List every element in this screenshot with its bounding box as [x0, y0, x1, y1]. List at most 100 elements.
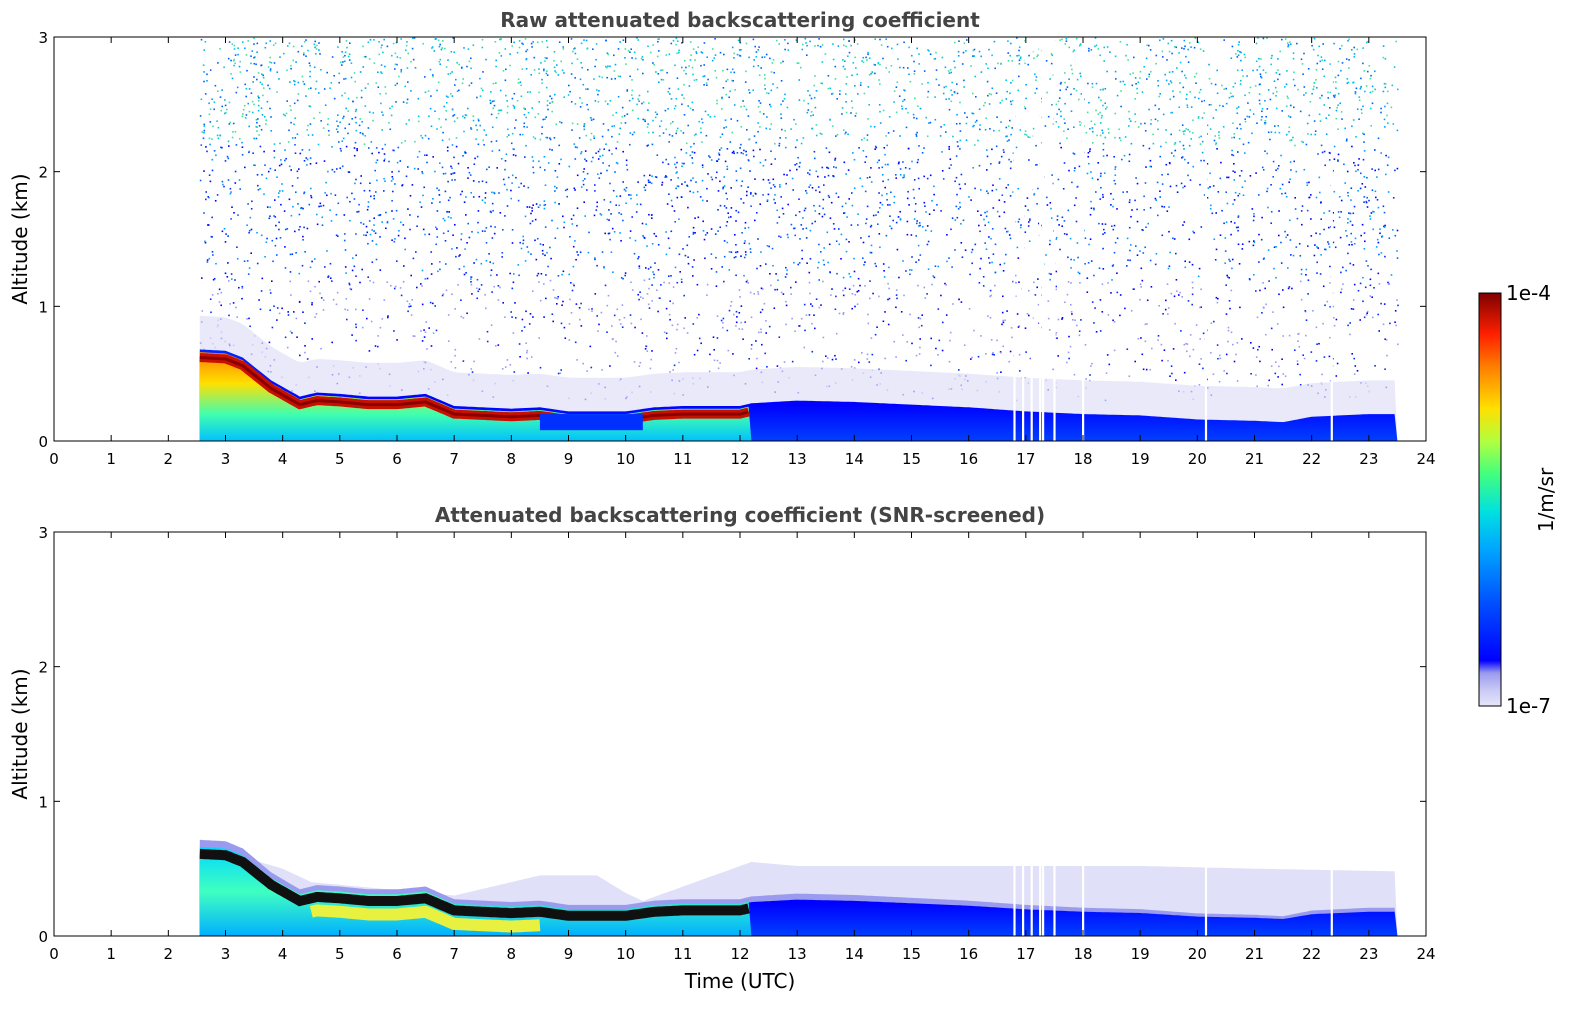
- raw-heatmap-data: [199, 37, 1399, 441]
- screened-x-tick-label: 17: [1016, 945, 1035, 963]
- screened-x-tick-label: 6: [392, 945, 402, 963]
- raw-data-gap: [1082, 37, 1085, 441]
- screened-data-gap: [1042, 855, 1045, 936]
- screened-y-tick-label: 2: [38, 659, 48, 677]
- raw-data-gap: [1330, 37, 1333, 441]
- raw-x-tick-label: 0: [49, 450, 59, 468]
- screened-x-tick-label: 4: [278, 945, 288, 963]
- raw-x-tick-label: 3: [221, 450, 231, 468]
- raw-x-tick-label: 11: [673, 450, 692, 468]
- raw-x-tick-label: 20: [1188, 450, 1207, 468]
- raw-x-tick-label: 2: [164, 450, 174, 468]
- raw-x-tick-label: 19: [1131, 450, 1150, 468]
- raw-data-gap: [1039, 37, 1042, 441]
- screened-backscatter-panel: Attenuated backscattering coefficient (S…: [8, 503, 1436, 993]
- screened-data-gap: [1053, 855, 1056, 936]
- screened-x-tick-label: 0: [49, 945, 59, 963]
- raw-x-tick-label: 7: [449, 450, 459, 468]
- raw-data-gap: [1053, 37, 1056, 441]
- raw-y-tick-label: 1: [38, 298, 48, 316]
- screened-x-tick-label: 12: [730, 945, 749, 963]
- raw-x-tick-label: 22: [1302, 450, 1321, 468]
- screened-y-tick-label: 0: [38, 928, 48, 946]
- raw-x-axis-ticks: 0 1 2 3 4 5 6 7 8 9 10 11 12 13 14 15 16 17 18 19 20 21 22 23 24: [49, 37, 1436, 468]
- raw-x-tick-label: 10: [616, 450, 635, 468]
- raw-panel-title: Raw attenuated backscattering coefficien…: [500, 8, 980, 32]
- raw-data-gap: [1204, 37, 1208, 441]
- screened-x-tick-label: 24: [1416, 945, 1435, 963]
- raw-y-axis-ticks: 0 1 2 3: [38, 29, 1426, 451]
- screened-data-gap: [1204, 855, 1208, 936]
- screened-x-axis-ticks: 0 1 2 3 4 5 6 7 8 9 10 11 12 13 14 15 16 17 18 19 20 21 22 23 24: [49, 532, 1436, 963]
- raw-data-gap: [1042, 37, 1045, 441]
- screened-yellow-core: [309, 904, 541, 933]
- raw-x-tick-label: 9: [564, 450, 574, 468]
- screened-x-tick-label: 13: [788, 945, 807, 963]
- raw-mid-band: [539, 414, 643, 431]
- colorbar-min-label: 1e-7: [1506, 694, 1551, 718]
- raw-x-tick-label: 21: [1245, 450, 1264, 468]
- colorbar-max-label: 1e-4: [1506, 281, 1551, 305]
- raw-x-tick-label: 17: [1016, 450, 1035, 468]
- raw-x-tick-label: 6: [392, 450, 402, 468]
- screened-heatmap-data: [199, 839, 1398, 936]
- screened-y-axis-label: Altitude (km): [8, 668, 32, 799]
- screened-x-tick-label: 15: [902, 945, 921, 963]
- raw-backscatter-panel: Raw attenuated backscattering coefficien…: [8, 8, 1436, 468]
- raw-x-tick-label: 15: [902, 450, 921, 468]
- colorbar-gradient: [1478, 292, 1502, 707]
- screened-x-tick-label: 5: [335, 945, 345, 963]
- screened-data-gap: [1082, 855, 1085, 936]
- screened-panel-title: Attenuated backscattering coefficient (S…: [435, 503, 1045, 527]
- screened-x-tick-label: 18: [1073, 945, 1092, 963]
- screened-y-tick-label: 1: [38, 793, 48, 811]
- raw-x-tick-label: 13: [788, 450, 807, 468]
- screened-data-gap: [1330, 855, 1333, 936]
- screened-x-tick-label: 2: [164, 945, 174, 963]
- raw-x-tick-label: 24: [1416, 450, 1435, 468]
- raw-x-tick-label: 5: [335, 450, 345, 468]
- raw-y-tick-label: 2: [38, 164, 48, 182]
- screened-data-gap: [1039, 855, 1042, 936]
- screened-cloud-band: [199, 848, 750, 921]
- screened-x-tick-label: 11: [673, 945, 692, 963]
- raw-cloud-core-line: [199, 356, 749, 421]
- screened-x-tick-label: 3: [221, 945, 231, 963]
- colorbar: 1e-4 1e-7 1/m/sr: [1478, 281, 1558, 718]
- screened-x-tick-label: 22: [1302, 945, 1321, 963]
- raw-y-axis-label: Altitude (km): [8, 173, 32, 304]
- raw-data-gaps: [1013, 37, 1333, 441]
- screened-x-tick-label: 21: [1245, 945, 1264, 963]
- raw-y-tick-label: 0: [38, 433, 48, 451]
- screened-x-tick-label: 8: [507, 945, 517, 963]
- screened-x-tick-label: 9: [564, 945, 574, 963]
- raw-data-gap: [1013, 37, 1016, 441]
- screened-data-gaps: [1013, 855, 1333, 936]
- screened-x-tick-label: 1: [106, 945, 116, 963]
- screened-x-tick-label: 14: [845, 945, 864, 963]
- screened-x-tick-label: 20: [1188, 945, 1207, 963]
- raw-data-gap: [1030, 37, 1033, 441]
- raw-x-tick-label: 4: [278, 450, 288, 468]
- colorbar-unit-label: 1/m/sr: [1534, 467, 1558, 532]
- x-axis-label: Time (UTC): [684, 969, 796, 993]
- screened-x-tick-label: 19: [1131, 945, 1150, 963]
- raw-y-tick-label: 3: [38, 29, 48, 47]
- screened-y-axis-ticks: 0 1 2 3: [38, 524, 1426, 946]
- screened-y-tick-label: 3: [38, 524, 48, 542]
- raw-x-tick-label: 14: [845, 450, 864, 468]
- screened-data-gap: [1022, 855, 1025, 936]
- raw-x-tick-label: 23: [1359, 450, 1378, 468]
- screened-x-tick-label: 23: [1359, 945, 1378, 963]
- raw-x-tick-label: 18: [1073, 450, 1092, 468]
- raw-noise-field: [199, 37, 1399, 402]
- raw-x-tick-label: 8: [507, 450, 517, 468]
- raw-x-tick-label: 16: [959, 450, 978, 468]
- screened-data-gap: [1030, 855, 1033, 936]
- raw-x-tick-label: 1: [106, 450, 116, 468]
- screened-x-tick-label: 7: [449, 945, 459, 963]
- raw-data-gap: [1022, 37, 1025, 441]
- screened-x-tick-label: 10: [616, 945, 635, 963]
- screened-x-tick-label: 16: [959, 945, 978, 963]
